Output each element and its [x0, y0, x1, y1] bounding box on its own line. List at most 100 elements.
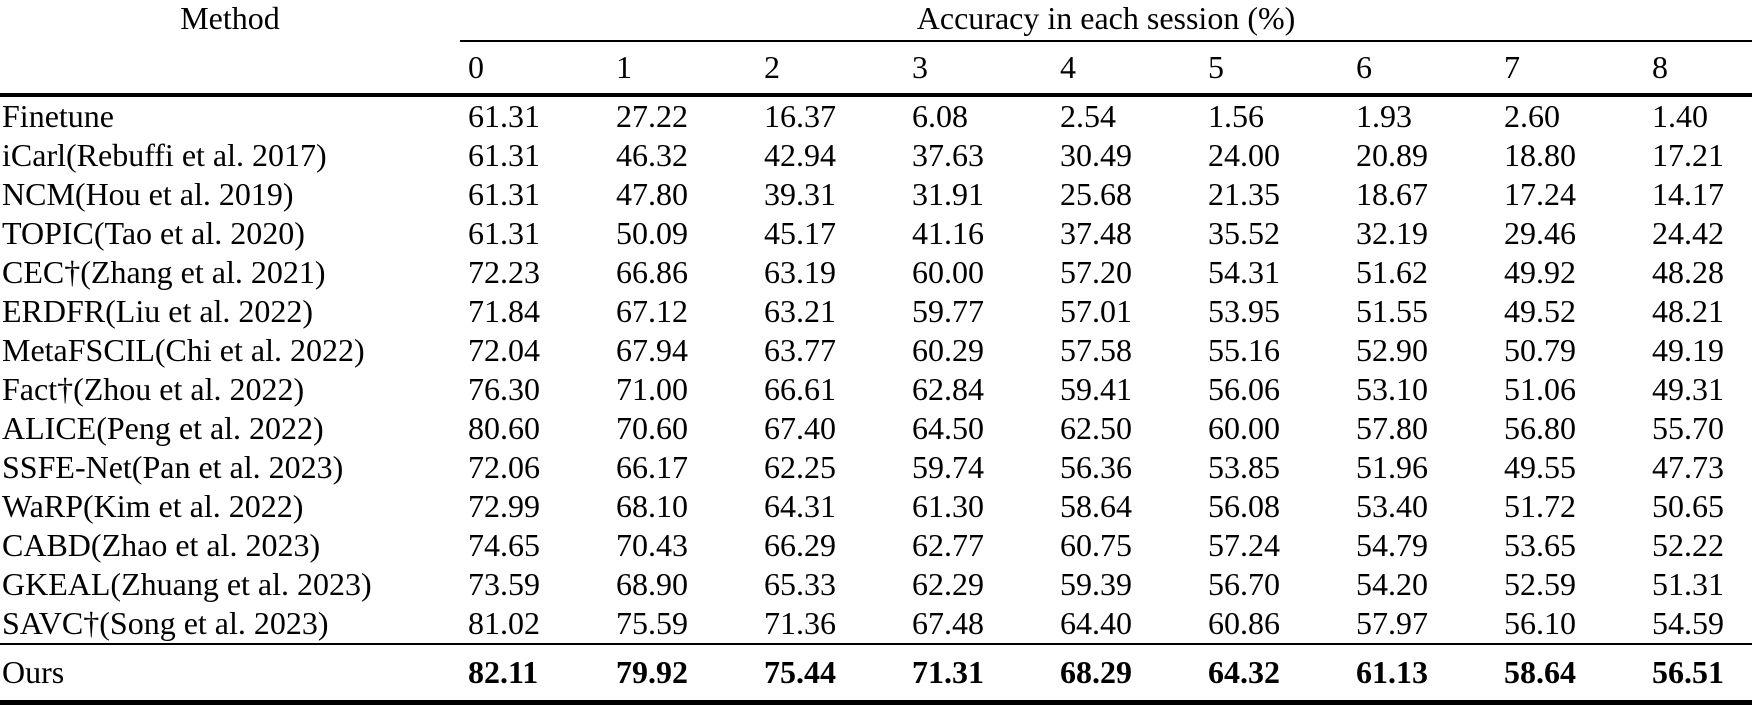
value-cell: 52.22 — [1652, 527, 1724, 563]
value-cell: 57.97 — [1356, 605, 1428, 641]
value-cell: 6.08 — [912, 98, 968, 134]
session-header-cell: 4 — [1052, 41, 1200, 97]
value-cell: 51.96 — [1356, 449, 1428, 485]
method-column-header: Method — [0, 0, 460, 97]
value-cell: 54.20 — [1356, 566, 1428, 602]
table-row: iCarl(Rebuffi et al. 2017) 61.31 46.32 42.9… — [0, 136, 1752, 175]
value-cell: 47.80 — [616, 176, 688, 212]
value-cell: 64.31 — [764, 488, 836, 524]
table-row: TOPIC(Tao et al. 2020) 61.31 50.09 45.17 41.… — [0, 214, 1752, 253]
method-cell: MetaFSCIL(Chi et al. 2022) — [2, 332, 365, 368]
value-cell: 60.00 — [912, 254, 984, 290]
value-cell: 1.93 — [1356, 98, 1412, 134]
value-cell: 45.17 — [764, 215, 836, 251]
value-cell: 70.60 — [616, 410, 688, 446]
table-row: SSFE-Net(Pan et al. 2023) 72.06 66.17 62.25… — [0, 448, 1752, 487]
ours-method-cell: Ours — [0, 643, 460, 705]
value-cell: 55.16 — [1208, 332, 1280, 368]
value-cell: 48.28 — [1652, 254, 1724, 290]
session-header-cell: 2 — [756, 41, 904, 97]
value-cell: 56.80 — [1504, 410, 1576, 446]
value-cell: 59.77 — [912, 293, 984, 329]
value-cell: 56.70 — [1208, 566, 1280, 602]
value-cell: 62.77 — [912, 527, 984, 563]
value-cell: 66.61 — [764, 371, 836, 407]
session-header-cell: 5 — [1200, 41, 1348, 97]
value-cell: 61.31 — [468, 98, 540, 134]
value-cell: 59.74 — [912, 449, 984, 485]
value-cell: 14.17 — [1652, 176, 1724, 212]
table-row: WaRP(Kim et al. 2022) 72.99 68.10 64.31 61.3… — [0, 487, 1752, 526]
value-cell: 51.55 — [1356, 293, 1428, 329]
value-cell: 21.35 — [1208, 176, 1280, 212]
value-cell: 67.40 — [764, 410, 836, 446]
value-cell: 57.24 — [1208, 527, 1280, 563]
value-cell: 53.65 — [1504, 527, 1576, 563]
value-cell: 30.49 — [1060, 137, 1132, 173]
value-cell: 64.50 — [912, 410, 984, 446]
value-cell: 51.72 — [1504, 488, 1576, 524]
value-cell: 76.30 — [468, 371, 540, 407]
value-cell: 1.40 — [1652, 98, 1708, 134]
table-row: Finetune 61.31 27.22 16.37 6.08 2.54 1.56 1.93 2… — [0, 95, 1752, 136]
ours-value-cell: 56.51 — [1644, 643, 1752, 705]
value-cell: 50.79 — [1504, 332, 1576, 368]
ours-row: Ours 82.11 79.92 75.44 71.31 68.29 64.32 61.13… — [0, 643, 1752, 705]
value-cell: 49.55 — [1504, 449, 1576, 485]
method-cell: TOPIC(Tao et al. 2020) — [2, 215, 305, 251]
session-header-cell: 1 — [608, 41, 756, 97]
table-row: NCM(Hou et al. 2019) 61.31 47.80 39.31 31.91… — [0, 175, 1752, 214]
value-cell: 50.65 — [1652, 488, 1724, 524]
ours-value-cell: 75.44 — [756, 643, 904, 705]
method-cell: NCM(Hou et al. 2019) — [2, 176, 294, 212]
value-cell: 54.59 — [1652, 605, 1724, 641]
value-cell: 49.31 — [1652, 371, 1724, 407]
value-cell: 71.00 — [616, 371, 688, 407]
method-cell: Fact†(Zhou et al. 2022) — [2, 371, 305, 407]
value-cell: 57.58 — [1060, 332, 1132, 368]
ours-value-cell: 64.32 — [1200, 643, 1348, 705]
value-cell: 68.10 — [616, 488, 688, 524]
table-row: SAVC†(Song et al. 2023) 81.02 75.59 71.36 67… — [0, 604, 1752, 644]
session-header-cell: 8 — [1644, 41, 1752, 97]
value-cell: 50.09 — [616, 215, 688, 251]
value-cell: 57.01 — [1060, 293, 1132, 329]
method-cell: WaRP(Kim et al. 2022) — [2, 488, 304, 524]
value-cell: 41.16 — [912, 215, 984, 251]
value-cell: 37.63 — [912, 137, 984, 173]
value-cell: 55.70 — [1652, 410, 1724, 446]
value-cell: 59.41 — [1060, 371, 1132, 407]
value-cell: 42.94 — [764, 137, 836, 173]
value-cell: 29.46 — [1504, 215, 1576, 251]
table-row: GKEAL(Zhuang et al. 2023) 73.59 68.90 65.33… — [0, 565, 1752, 604]
value-cell: 31.91 — [912, 176, 984, 212]
value-cell: 52.59 — [1504, 566, 1576, 602]
value-cell: 53.40 — [1356, 488, 1428, 524]
value-cell: 72.06 — [468, 449, 540, 485]
value-cell: 16.37 — [764, 98, 836, 134]
value-cell: 53.10 — [1356, 371, 1428, 407]
session-header-cell: 6 — [1348, 41, 1496, 97]
ours-value-cell: 58.64 — [1496, 643, 1644, 705]
value-cell: 24.42 — [1652, 215, 1724, 251]
value-cell: 63.19 — [764, 254, 836, 290]
method-cell: CABD(Zhao et al. 2023) — [2, 527, 321, 563]
value-cell: 39.31 — [764, 176, 836, 212]
value-cell: 54.79 — [1356, 527, 1428, 563]
value-cell: 51.31 — [1652, 566, 1724, 602]
session-header-cell: 7 — [1496, 41, 1644, 97]
value-cell: 60.29 — [912, 332, 984, 368]
value-cell: 63.21 — [764, 293, 836, 329]
value-cell: 75.59 — [616, 605, 688, 641]
table-row: ALICE(Peng et al. 2022) 80.60 70.60 67.40 64… — [0, 409, 1752, 448]
table-row: MetaFSCIL(Chi et al. 2022) 72.04 67.94 63.7… — [0, 331, 1752, 370]
method-cell: iCarl(Rebuffi et al. 2017) — [2, 137, 327, 173]
value-cell: 2.60 — [1504, 98, 1560, 134]
value-cell: 18.80 — [1504, 137, 1576, 173]
value-cell: 58.64 — [1060, 488, 1132, 524]
value-cell: 56.36 — [1060, 449, 1132, 485]
value-cell: 68.90 — [616, 566, 688, 602]
value-cell: 70.43 — [616, 527, 688, 563]
value-cell: 51.06 — [1504, 371, 1576, 407]
